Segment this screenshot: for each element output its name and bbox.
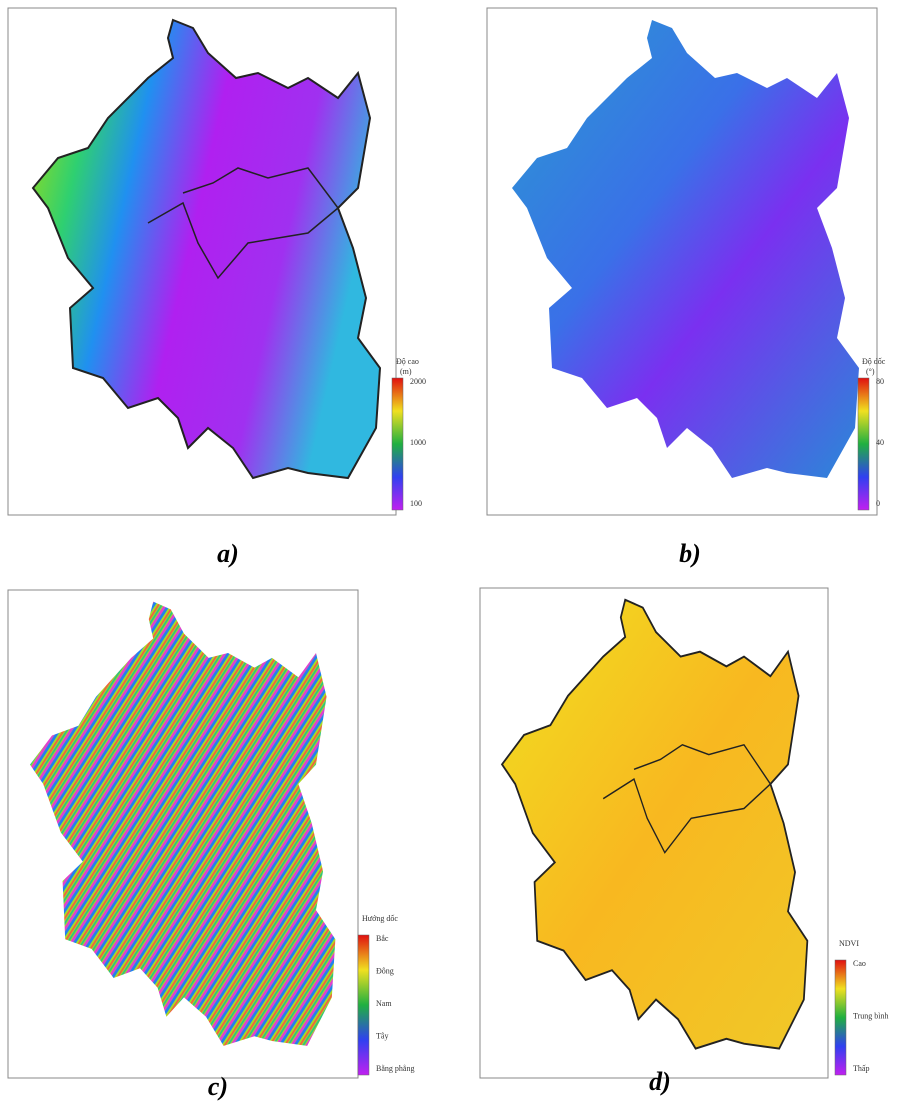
panel-caption: b) <box>679 539 701 568</box>
map-panel: NDVI Cao Trung bình Thấp d) <box>480 588 889 1096</box>
figure: Độ cao(m)2000 1000 100 a) Độ dốc(°)80 40 0 b) Hư… <box>0 0 913 1112</box>
legend-colorbar <box>835 960 846 1075</box>
legend-unit: (m) <box>400 367 412 376</box>
legend-label: 40 <box>876 438 884 447</box>
legend-title: Độ cao <box>396 357 419 366</box>
legend-label: 1000 <box>410 438 426 447</box>
legend-label: Tây <box>376 1032 388 1041</box>
legend: Độ cao(m)2000 1000 100 <box>392 357 426 510</box>
panel-caption: c) <box>208 1072 228 1101</box>
legend-label: Bằng phẳng <box>376 1064 414 1073</box>
legend-label: 100 <box>410 499 422 508</box>
panel-caption: a) <box>217 539 239 568</box>
legend-title: Độ dốc <box>862 357 886 366</box>
legend-label: 2000 <box>410 377 426 386</box>
legend: Hướng dốc Bắc Đông Nam Tây Bằng phẳng <box>358 914 414 1075</box>
legend-label: Thấp <box>853 1064 869 1073</box>
legend-label: 0 <box>876 499 880 508</box>
legend-title: NDVI <box>839 939 859 948</box>
map-panel: Độ dốc(°)80 40 0 b) <box>487 8 886 568</box>
legend-unit: (°) <box>866 367 875 376</box>
map-panel: Độ cao(m)2000 1000 100 a) <box>8 8 426 568</box>
map-panel: Hướng dốc Bắc Đông Nam Tây Bằng phẳng c) <box>8 590 414 1101</box>
legend-colorbar <box>858 378 869 510</box>
panel-caption: d) <box>649 1067 671 1096</box>
legend: NDVI Cao Trung bình Thấp <box>835 939 889 1075</box>
legend-label: Cao <box>853 959 866 968</box>
legend-title: Hướng dốc <box>362 914 398 923</box>
legend-label: Nam <box>376 999 392 1008</box>
legend-colorbar <box>358 935 369 1075</box>
legend-label: Đông <box>376 967 394 976</box>
legend-label: Trung bình <box>853 1012 889 1021</box>
legend-label: Bắc <box>376 934 389 943</box>
legend-colorbar <box>392 378 403 510</box>
legend-label: 80 <box>876 377 884 386</box>
